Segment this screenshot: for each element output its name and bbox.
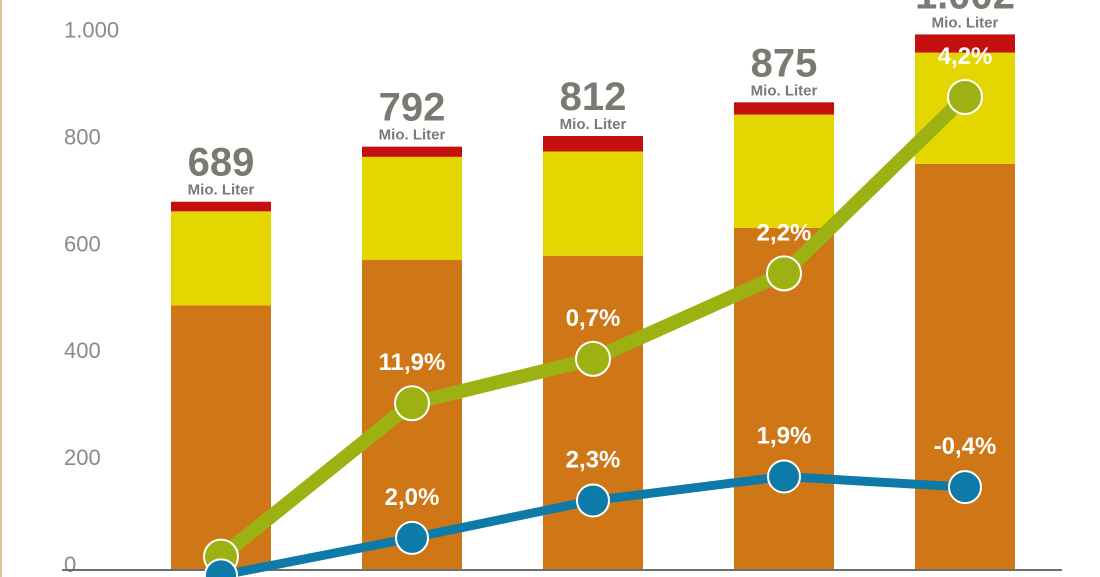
y-tick-label: 1.000 [64, 18, 119, 43]
blue-line-point [576, 483, 610, 518]
blue-line-data-label: 2,3% [566, 447, 621, 474]
blue-line-data-label: -0,4% [934, 433, 997, 460]
bar-segment-red [543, 135, 643, 152]
bar-segment-red [734, 102, 834, 115]
bar-total-label: 1.002 [915, 0, 1015, 17]
bar-total-label: 812 [560, 75, 627, 119]
bar-unit-label: Mio. Liter [560, 116, 627, 133]
green-line-point [947, 78, 983, 115]
bar-unit-label: Mio. Liter [751, 82, 818, 99]
bar-total-label: 792 [379, 86, 446, 130]
bar-unit-label: Mio. Liter [188, 182, 255, 199]
bar-total-label: 875 [751, 41, 818, 85]
green-line-point [766, 255, 802, 292]
bar-segment-yellow [362, 156, 462, 260]
green-line-data-label: 11,9% [379, 349, 446, 376]
bar-segment-yellow [543, 151, 643, 256]
bar-segment-orange [915, 163, 1015, 570]
bar-segment-red [915, 34, 1015, 53]
y-tick-label: 400 [64, 338, 101, 363]
green-line-data-label: 2,2% [757, 219, 812, 246]
y-tick-label: 800 [64, 124, 101, 149]
green-line-data-label: 0,7% [566, 305, 621, 332]
bar-unit-label: Mio. Liter [932, 14, 999, 31]
blue-line-point [395, 520, 429, 555]
blue-line-data-label: 1,9% [757, 422, 812, 449]
bar-unit-label: Mio. Liter [379, 127, 446, 144]
bar-total-label: 689 [188, 141, 255, 185]
bar-segment-yellow [171, 211, 271, 306]
y-tick-label: 0 [64, 552, 76, 577]
bar-segment-red [362, 146, 462, 157]
blue-line-point [948, 470, 982, 505]
blue-line-point [767, 459, 801, 494]
blue-line-data-label: 2,0% [385, 484, 440, 511]
y-tick-label: 600 [64, 231, 101, 256]
bar-segment-yellow [734, 114, 834, 228]
bar-segment-orange [543, 255, 643, 571]
green-line-point [575, 340, 611, 377]
blue-line-point [204, 558, 238, 577]
y-tick-label: 200 [64, 445, 101, 470]
bar-segment-red [171, 201, 271, 212]
green-line-data-label: 4,2% [938, 43, 993, 70]
green-line-point [394, 385, 430, 422]
